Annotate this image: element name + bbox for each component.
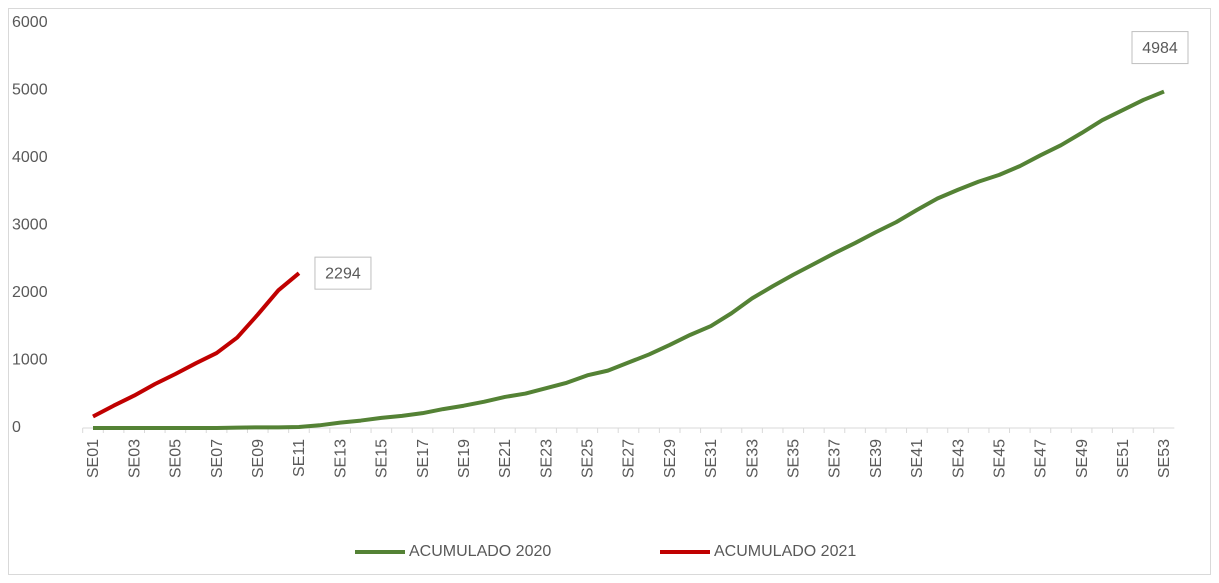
chart-border [8,8,1211,575]
y-tick-label: 4000 [12,149,48,166]
x-tick-label: SE03 [126,439,143,478]
x-tick-label: SE41 [909,439,926,478]
data-label-box [314,256,372,290]
x-tick-label: SE47 [1033,439,1050,478]
x-tick-label: SE05 [168,439,185,478]
x-tick-label: SE21 [497,439,514,478]
legend-label: ACUMULADO 2021 [714,543,856,560]
x-tick-label: SE45 [991,439,1008,478]
x-tick-label: SE23 [538,439,555,478]
x-tick-label: SE33 [744,439,761,478]
y-tick-label: 1000 [12,352,48,369]
data-label-box [1131,31,1189,65]
x-tick-label: SE29 [662,439,679,478]
x-tick-label: SE37 [827,439,844,478]
series-line [93,89,1165,430]
y-tick-label: 0 [12,419,21,436]
x-tick-label: SE39 [868,439,885,478]
x-tick-label: SE15 [374,439,391,478]
x-tick-label: SE09 [250,439,267,478]
x-tick-label: SE31 [703,439,720,478]
y-tick-label: 2000 [12,284,48,301]
x-tick-label: SE49 [1074,439,1091,478]
y-tick-label: 6000 [12,14,48,31]
x-tick-label: SE25 [580,439,597,478]
x-tick-label: SE19 [456,439,473,478]
x-tick-label: SE17 [415,439,432,478]
y-tick-label: 5000 [12,82,48,99]
x-tick-label: SE51 [1115,439,1132,478]
x-tick-label: SE43 [950,439,967,478]
x-tick-label: SE35 [785,439,802,478]
data-label: 4984 [1142,40,1178,57]
x-tick-label: SE07 [209,439,226,478]
x-tick-label: SE11 [291,439,308,477]
series-line [92,271,301,419]
y-tick-label: 3000 [12,217,48,234]
x-tick-label: SE27 [621,439,638,478]
data-label: 2294 [325,265,361,282]
legend-label: ACUMULADO 2020 [409,543,551,560]
x-tick-label: SE13 [332,439,349,478]
x-tick-label: SE53 [1156,439,1173,478]
x-tick-label: SE01 [85,439,102,478]
